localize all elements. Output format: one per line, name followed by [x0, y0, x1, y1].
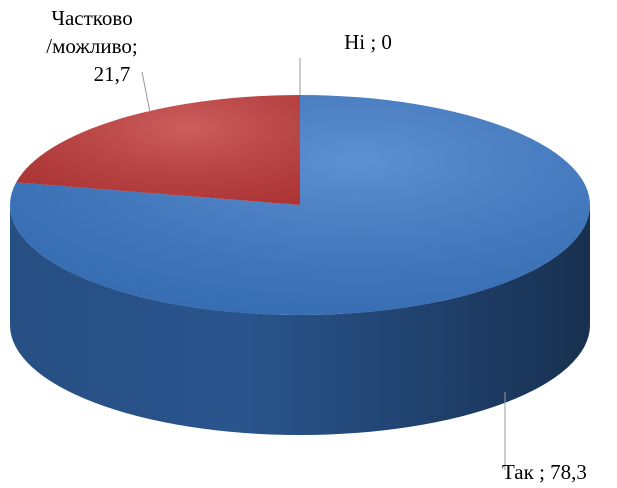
data-label: Так ; 78,3	[502, 460, 587, 484]
data-label: /можливо;	[46, 34, 137, 58]
data-label: 21,7	[94, 62, 131, 86]
pie-slice-shine	[16, 95, 300, 205]
data-label: Ні ; 0	[344, 30, 392, 54]
pie-side-shade	[10, 205, 590, 435]
pie-slice-shine	[9, 95, 590, 315]
leader-line	[141, 71, 151, 113]
data-label: Частково	[51, 6, 132, 30]
